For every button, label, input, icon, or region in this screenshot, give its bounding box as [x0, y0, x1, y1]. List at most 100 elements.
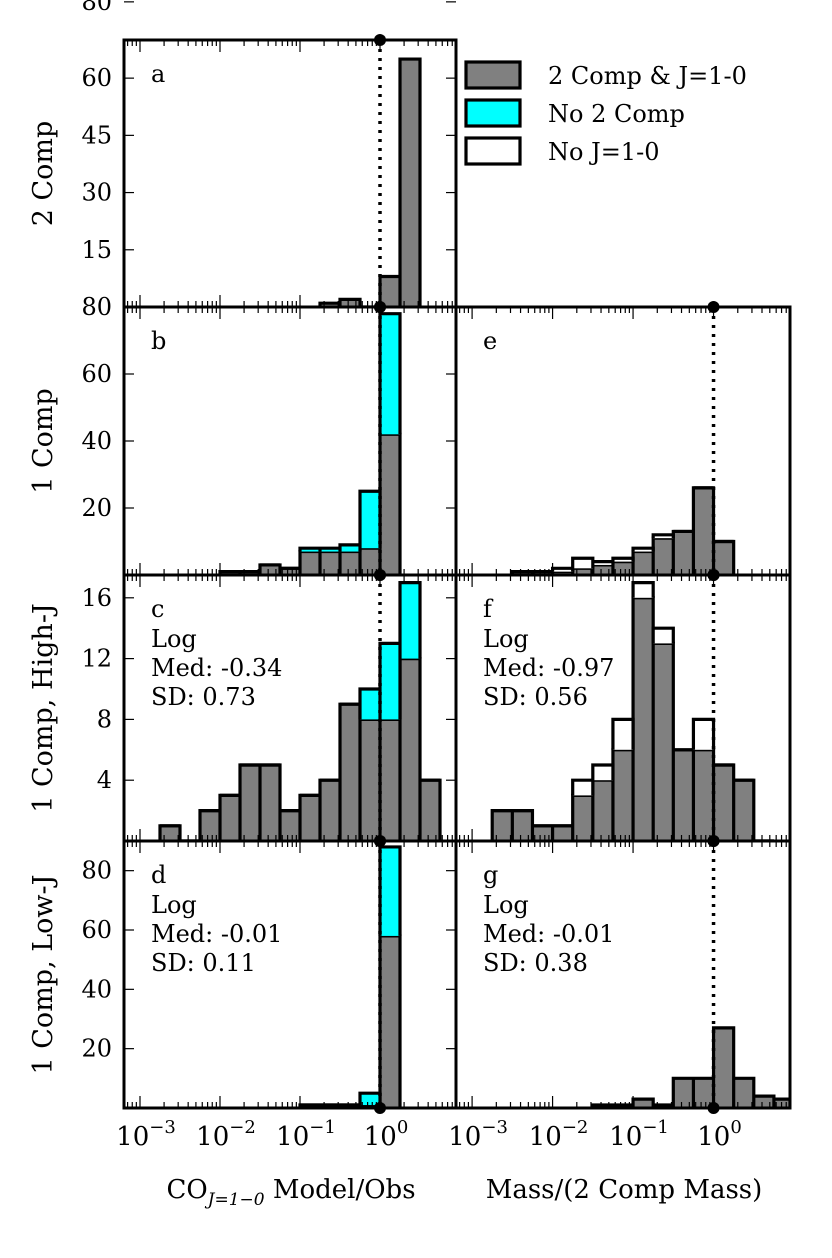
bar-e-2-comp-j-1-0-1 — [532, 571, 553, 575]
y-tick-label-a: 45 — [81, 121, 112, 149]
stats-text-c: Log — [151, 625, 197, 653]
bar-f-2-comp-j-1-0-3 — [552, 825, 573, 841]
bar-e-no-j-1-0-3 — [572, 558, 593, 569]
plot-area-a — [318, 40, 422, 307]
bar-c-2-comp-j-1-0-6 — [280, 810, 300, 841]
bar-b-no-2-comp-6 — [340, 544, 360, 552]
x-tick-base: 10 — [196, 1122, 229, 1152]
bar-a-2-comp-j-1-0-4 — [400, 59, 420, 307]
bar-b-no-2-comp-5 — [320, 548, 340, 552]
bar-e-no-j-1-0-4 — [592, 561, 613, 565]
x-tick-label-0-2: 10−1 — [276, 1117, 336, 1152]
legend: 2 Comp & J=1-0 No 2 Comp No J=1-0 — [464, 60, 747, 166]
bar-e-2-comp-j-1-0-0 — [512, 571, 533, 575]
bar-c-2-comp-j-1-0-5 — [260, 765, 280, 841]
bar-b-2-comp-j-1-0-6 — [340, 551, 360, 575]
bar-e-2-comp-j-1-0-10 — [713, 541, 734, 575]
x-tick-label-1-3: 100 — [697, 1117, 742, 1152]
bar-f-2-comp-j-1-0-6 — [612, 749, 634, 841]
bar-c-2-comp-j-1-0-0 — [160, 825, 180, 841]
x-tick-base: 10 — [529, 1122, 562, 1152]
bar-f-2-comp-j-1-0-7 — [633, 597, 654, 841]
bar-b-2-comp-j-1-0-3 — [280, 568, 300, 575]
x-tick-exponent: 0 — [730, 1117, 741, 1138]
stats-text-g: Log — [483, 891, 529, 919]
panel-frame-b — [122, 305, 458, 577]
bar-b-2-comp-j-1-0-8 — [380, 434, 400, 575]
stats-text-g: SD: 0.38 — [483, 949, 588, 977]
bar-b-no-2-comp-4 — [300, 548, 320, 552]
outline-b-no-2-comp — [220, 312, 402, 574]
bar-c-2-comp-j-1-0-11 — [380, 719, 400, 841]
legend-swatch-2 — [464, 136, 522, 166]
panel-label-c: c — [151, 595, 164, 623]
stats-text-d: Log — [151, 891, 197, 919]
y-tick-label-a: 30 — [81, 179, 112, 207]
y-tick-label-c: 12 — [81, 645, 112, 673]
x-tick-base: 10 — [116, 1122, 149, 1152]
panel-a: 15 30 45 60 80 a — [81, 0, 458, 313]
outline-g-2-comp-j-1-0 — [591, 1026, 790, 1108]
x-tick-exponent: −1 — [309, 1117, 336, 1138]
bar-a-2-comp-j-1-0-3 — [380, 276, 400, 307]
plot-area-f — [490, 575, 774, 841]
bar-e-no-j-1-0-7 — [653, 534, 674, 539]
y-tick-label-b: 40 — [81, 427, 112, 455]
bar-b-2-comp-j-1-0-1 — [240, 571, 260, 575]
panel-label-e: e — [483, 327, 497, 355]
bar-f-no-j-1-0-7 — [633, 582, 654, 598]
legend-label-2: No J=1-0 — [548, 138, 659, 166]
bar-b-2-comp-j-1-0-2 — [260, 564, 280, 575]
bar-f-2-comp-j-1-0-2 — [532, 825, 553, 841]
bar-c-2-comp-j-1-0-12 — [400, 658, 420, 841]
y-tick-label-a: 15 — [81, 236, 112, 264]
x-tick-exponent: 0 — [397, 1117, 408, 1138]
bar-f-2-comp-j-1-0-12 — [733, 780, 754, 841]
bar-f-2-comp-j-1-0-8 — [653, 643, 674, 841]
y-tick-label-a: 60 — [81, 64, 112, 92]
x-tick-exponent: −2 — [562, 1117, 589, 1138]
x-tick-label-1-1: 10−2 — [529, 1117, 589, 1152]
row-label-3: 1 Comp, Low-J — [28, 875, 59, 1075]
bar-c-no-2-comp-10 — [360, 689, 380, 720]
y-tick-label-b: 20 — [81, 494, 112, 522]
bar-e-no-j-1-0-5 — [612, 558, 634, 562]
y-tick-label-c: 4 — [97, 766, 112, 794]
bar-c-2-comp-j-1-0-9 — [340, 704, 360, 841]
stats-text-g: Med: -0.01 — [483, 920, 614, 948]
bar-e-2-comp-j-1-0-5 — [612, 561, 634, 575]
bar-c-2-comp-j-1-0-13 — [420, 780, 440, 841]
x-tick-exponent: −1 — [642, 1117, 669, 1138]
x-axis-title-main: CO — [166, 1175, 207, 1205]
bar-g-2-comp-j-1-0-7 — [733, 1078, 754, 1108]
bar-f-no-j-1-0-4 — [572, 780, 593, 796]
x-tick-label-0-3: 100 — [364, 1117, 409, 1152]
stats-text-c: SD: 0.73 — [151, 683, 256, 711]
bar-f-no-j-1-0-10 — [693, 719, 714, 750]
bar-b-no-2-comp-7 — [360, 491, 380, 549]
y-tick-label-d: 80 — [81, 857, 112, 885]
x-tick-exponent: −3 — [149, 1117, 176, 1138]
bar-f-2-comp-j-1-0-10 — [693, 749, 714, 841]
bar-e-2-comp-j-1-0-9 — [693, 487, 714, 575]
marker-bottom-d — [374, 1102, 386, 1114]
marker-top-e — [707, 301, 720, 313]
bar-b-2-comp-j-1-0-4 — [300, 551, 320, 575]
marker-top-g — [707, 835, 720, 847]
bar-e-2-comp-j-1-0-7 — [653, 538, 674, 575]
bar-a-2-comp-j-1-0-0 — [320, 303, 340, 307]
legend-swatch-1 — [464, 98, 522, 128]
bar-f-2-comp-j-1-0-4 — [572, 795, 593, 841]
bar-c-2-comp-j-1-0-4 — [240, 765, 260, 841]
bar-b-2-comp-j-1-0-0 — [220, 571, 240, 575]
outline-a-2-comp-j-1-0 — [318, 57, 422, 307]
bar-g-2-comp-j-1-0-5 — [693, 1078, 714, 1108]
x-tick-exponent: −3 — [481, 1117, 508, 1138]
bar-e-2-comp-j-1-0-3 — [572, 568, 593, 575]
